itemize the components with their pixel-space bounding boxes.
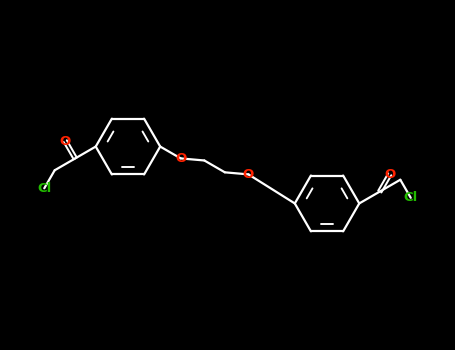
Text: Cl: Cl (404, 191, 418, 204)
Text: O: O (384, 168, 395, 181)
Text: O: O (175, 152, 187, 165)
Text: O: O (60, 135, 71, 148)
Text: Cl: Cl (37, 182, 51, 195)
Text: O: O (243, 168, 254, 181)
